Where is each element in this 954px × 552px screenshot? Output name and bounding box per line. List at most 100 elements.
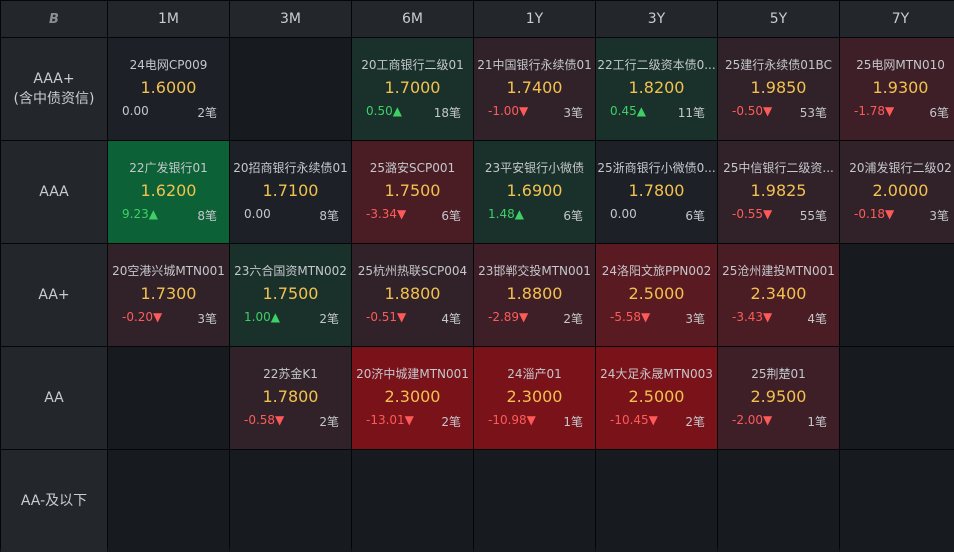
bond-cell[interactable]: 25杭州热联SCP004 1.8800 -0.51▼ 4笔 [352,244,473,346]
yield-change: 9.23▲ [122,207,158,221]
trade-count: 2笔 [563,312,583,326]
bond-name: 20工商银行二级01 [361,58,464,72]
trade-count: 11笔 [677,106,705,120]
bond-name: 22苏金K1 [263,367,318,381]
bond-yield: 1.7500 [384,181,441,200]
bond-name: 25杭州热联SCP004 [357,264,468,278]
bond-yield: 1.9825 [750,181,807,200]
row-label: AAA+ (含中债资信) [1,38,107,140]
bond-name: 21中国银行永续债01 [477,58,592,72]
empty-cell [352,450,473,552]
column-header-6m[interactable]: 6M [352,1,473,37]
bond-yield: 1.7800 [262,387,319,406]
bond-cell[interactable]: 25建行永续债01BC 1.9850 -0.50▼ 53笔 [718,38,839,140]
row-label: AA [1,347,107,449]
trade-count: 3笔 [929,209,949,223]
empty-cell [108,347,229,449]
bond-yield: 1.7500 [262,284,319,303]
column-header-5y[interactable]: 5Y [718,1,839,37]
bond-cell[interactable]: 22苏金K1 1.7800 -0.58▼ 2笔 [230,347,351,449]
yield-change: 0.00 [122,104,149,118]
bond-cell[interactable]: 24淄产01 2.3000 -10.98▼ 1笔 [474,347,595,449]
row-label-note: (含中债资信) [13,91,95,107]
bond-name: 24洛阳文旅PPN002 [601,264,712,278]
bond-cell[interactable]: 25浙商银行小微债0... 1.7800 0.00 6笔 [596,141,717,243]
bond-name: 23平安银行小微债 [484,161,585,175]
bond-cell[interactable]: 20浦发银行二级02 2.0000 -0.18▼ 3笔 [840,141,954,243]
bond-cell[interactable]: 25荆楚01 2.9500 -2.00▼ 1笔 [718,347,839,449]
trade-count: 1笔 [807,415,827,429]
column-header-7y[interactable]: 7Y [840,1,954,37]
bond-cell[interactable]: 22广发银行01 1.6200 9.23▲ 8笔 [108,141,229,243]
bond-yield: 1.6200 [140,181,197,200]
yield-change: 1.48▲ [488,207,524,221]
bond-name: 25潞安SCP001 [369,161,456,175]
yield-change: -0.55▼ [732,207,773,221]
bond-cell[interactable]: 25沧州建投MTN001 2.3400 -3.43▼ 4笔 [718,244,839,346]
bond-cell[interactable]: 25潞安SCP001 1.7500 -3.34▼ 6笔 [352,141,473,243]
column-header-1y[interactable]: 1Y [474,1,595,37]
bond-yield: 1.8200 [628,78,685,97]
bond-yield: 1.7300 [140,284,197,303]
bond-name: 25荆楚01 [751,367,806,381]
yield-change: -0.20▼ [122,310,163,324]
trade-count: 6笔 [563,209,583,223]
row-label-rating: AA+ [38,287,70,303]
bond-cell[interactable]: 23六合国资MTN002 1.7500 1.00▲ 2笔 [230,244,351,346]
row-label-rating: AA-及以下 [20,493,88,509]
bond-cell[interactable]: 25电网MTN010 1.9300 -1.78▼ 6笔 [840,38,954,140]
bond-cell[interactable]: 21中国银行永续债01 1.7400 -1.00▼ 3笔 [474,38,595,140]
empty-cell [474,450,595,552]
bond-name: 20浦发银行二级02 [849,161,952,175]
column-header-3m[interactable]: 3M [230,1,351,37]
bond-yield: 2.0000 [872,181,929,200]
empty-cell [230,450,351,552]
yield-change: -13.01▼ [366,413,414,427]
bond-cell[interactable]: 20济中城建MTN001 2.3000 -13.01▼ 2笔 [352,347,473,449]
bond-name: 25沧州建投MTN001 [722,264,835,278]
bond-cell[interactable]: 20招商银行永续债01 1.7100 0.00 8笔 [230,141,351,243]
bond-yield: 1.7100 [262,181,319,200]
yield-change: -0.18▼ [854,207,895,221]
trade-count: 55笔 [799,209,827,223]
row-label-rating: AAA [39,184,69,200]
bond-cell[interactable]: 24电网CP009 1.6000 0.00 2笔 [108,38,229,140]
yield-change: -2.00▼ [732,413,773,427]
bond-name: 23六合国资MTN002 [234,264,347,278]
empty-cell [108,450,229,552]
trade-count: 3笔 [563,106,583,120]
bond-yield: 2.5000 [628,387,685,406]
yield-change: 1.00▲ [244,310,280,324]
bond-name: 25浙商银行小微债0... [597,161,716,175]
yield-change: -3.43▼ [732,310,773,324]
bond-cell[interactable]: 20工商银行二级01 1.7000 0.50▲ 18笔 [352,38,473,140]
bond-cell[interactable]: 22工行二级资本债0... 1.8200 0.45▲ 11笔 [596,38,717,140]
yield-change: 0.45▲ [610,104,646,118]
bond-yield: 2.3000 [384,387,441,406]
yield-change: -0.51▼ [366,310,407,324]
yield-change: -2.89▼ [488,310,529,324]
bond-name: 22工行二级资本债0... [597,58,716,72]
bond-cell[interactable]: 23邯郸交投MTN001 1.8800 -2.89▼ 2笔 [474,244,595,346]
bond-yield: 1.7400 [506,78,563,97]
bond-name: 25建行永续债01BC [725,58,832,72]
bond-cell[interactable]: 24大足永晟MTN003 2.5000 -10.45▼ 2笔 [596,347,717,449]
column-header-3y[interactable]: 3Y [596,1,717,37]
bond-cell[interactable]: 20空港兴城MTN001 1.7300 -0.20▼ 3笔 [108,244,229,346]
bond-name: 20招商银行永续债01 [233,161,348,175]
row-label: AA-及以下 [1,450,107,552]
bond-name: 24电网CP009 [129,58,208,72]
bond-cell[interactable]: 23平安银行小微债 1.6900 1.48▲ 6笔 [474,141,595,243]
trade-count: 2笔 [685,415,705,429]
trade-count: 2笔 [197,106,217,120]
bond-name: 20济中城建MTN001 [356,367,469,381]
bond-cell[interactable]: 24洛阳文旅PPN002 2.5000 -5.58▼ 3笔 [596,244,717,346]
yield-change: 0.50▲ [366,104,402,118]
bond-yield: 2.9500 [750,387,807,406]
bond-cell[interactable]: 25中信银行二级资... 1.9825 -0.55▼ 55笔 [718,141,839,243]
trade-count: 2笔 [319,415,339,429]
trade-count: 53笔 [799,106,827,120]
empty-cell [840,450,954,552]
column-header-1m[interactable]: 1M [108,1,229,37]
bond-yield: 1.9300 [872,78,929,97]
